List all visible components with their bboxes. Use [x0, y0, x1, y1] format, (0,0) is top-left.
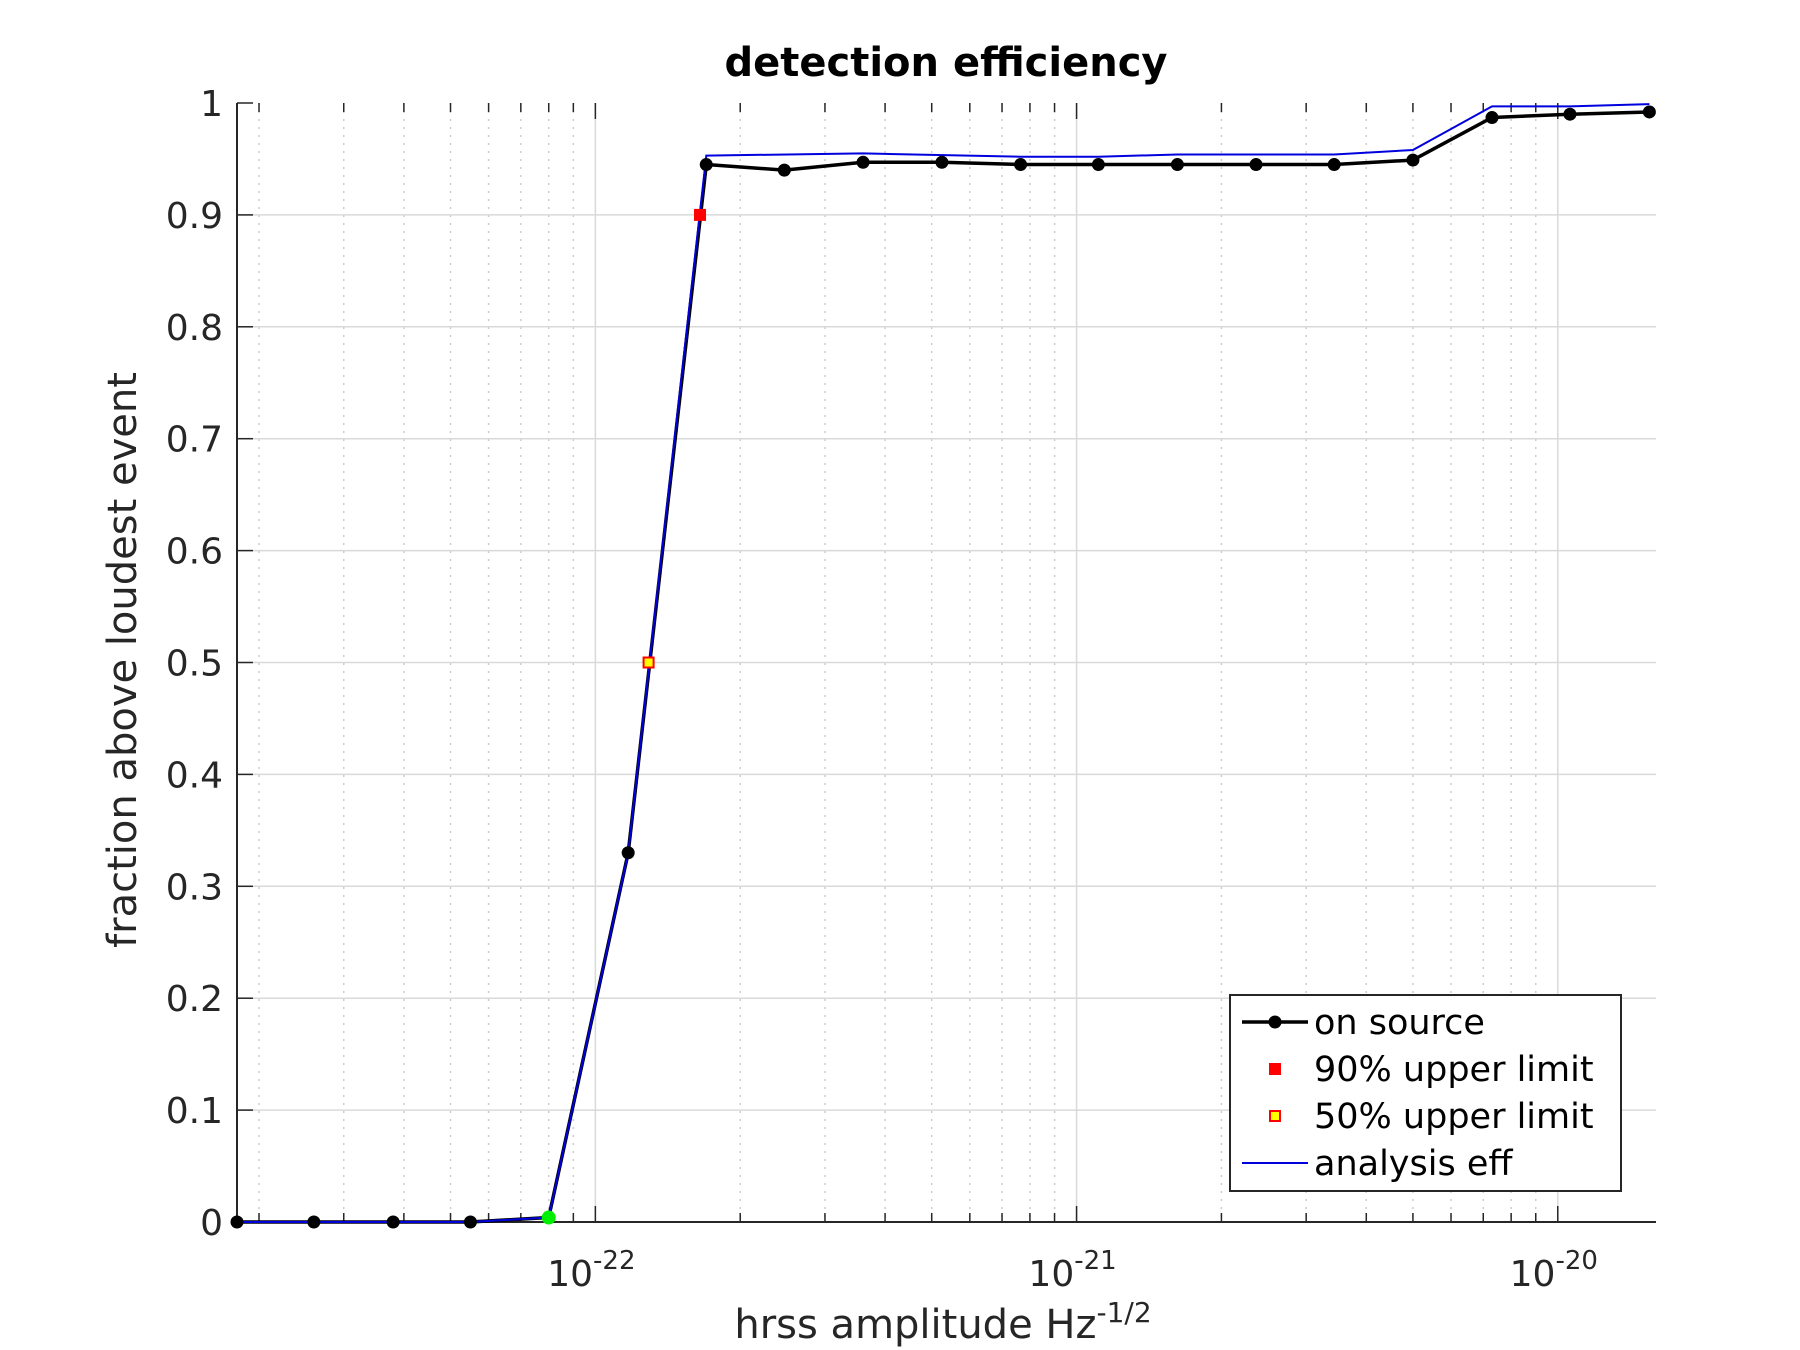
series-layer: [230, 103, 1656, 1229]
y-tick-label: 1: [200, 84, 223, 125]
x-tick-label: 10-20: [1510, 1246, 1598, 1295]
legend-swatch-dot: [1268, 1015, 1282, 1029]
series-line-analysis-eff: [237, 103, 1650, 1223]
y-tick-label: 0.2: [166, 979, 223, 1020]
y-axis-label: fraction above loudest event: [100, 372, 146, 948]
grid: [237, 103, 1656, 1222]
x-axis-label: hrss amplitude Hz-1/2: [734, 1296, 1151, 1348]
on-source-point: [1249, 158, 1263, 172]
x-tick-base: 10: [1028, 1254, 1074, 1295]
y-tick-label: 0: [200, 1203, 223, 1244]
on-source-point: [463, 1215, 477, 1229]
legend-swatch-square: [1269, 1063, 1281, 1075]
on-source-point: [699, 158, 713, 172]
legend-label: 90% upper limit: [1314, 1050, 1594, 1090]
y-tick-label: 0.7: [166, 420, 223, 461]
tick-labels: 10-22 10-21 10-2000.10.20.30.40.50.60.70.8…: [166, 84, 1598, 1295]
legend-label: on source: [1314, 1003, 1485, 1043]
on-source-point: [1563, 107, 1577, 121]
x-tick-base: 10: [547, 1254, 593, 1295]
y-tick-label: 0.1: [166, 1091, 223, 1132]
legend-swatch-square: [1269, 1110, 1281, 1122]
legend: on source 90% upper limit 50% upper limit a…: [1229, 994, 1622, 1192]
on-source-point: [1406, 153, 1420, 167]
on-source-point: [230, 1215, 244, 1229]
upper-limit-90-marker: [694, 208, 707, 221]
x-tick-label: 10-22: [547, 1246, 635, 1295]
on-source-point: [621, 846, 635, 860]
chart-title: detection efficiency: [725, 40, 1168, 86]
threshold-point: [541, 1210, 556, 1225]
x-tick-label: 10-21: [1028, 1246, 1116, 1295]
on-source-point: [386, 1215, 400, 1229]
y-tick-label: 0.5: [166, 644, 223, 685]
x-axis-label-exponent: -1/2: [1096, 1296, 1151, 1329]
x-tick-exponent: -22: [593, 1246, 635, 1276]
on-source-point: [777, 163, 791, 177]
on-source-point: [856, 155, 870, 169]
y-tick-label: 0.8: [166, 308, 223, 349]
on-source-point: [307, 1215, 321, 1229]
legend-label: analysis eff: [1314, 1144, 1513, 1184]
y-tick-label: 0.9: [166, 196, 223, 237]
on-source-point: [1485, 111, 1499, 125]
on-source-point: [1014, 158, 1028, 172]
on-source-point: [1091, 158, 1105, 172]
x-axis-label-text: hrss amplitude Hz: [734, 1302, 1096, 1348]
x-tick-base: 10: [1510, 1254, 1556, 1295]
on-source-point: [935, 155, 949, 169]
marker-layer: [541, 208, 707, 1225]
upper-limit-50-marker: [642, 656, 655, 669]
y-tick-label: 0.6: [166, 532, 223, 573]
legend-label: 50% upper limit: [1314, 1097, 1594, 1137]
y-tick-label: 0.4: [166, 755, 223, 796]
x-tick-exponent: -20: [1555, 1246, 1597, 1276]
legend-box: [1229, 994, 1622, 1192]
on-source-point: [1642, 105, 1656, 119]
on-source-point: [1327, 158, 1341, 172]
on-source-point: [1170, 158, 1184, 172]
y-tick-label: 0.3: [166, 867, 223, 908]
x-tick-exponent: -21: [1074, 1246, 1116, 1276]
